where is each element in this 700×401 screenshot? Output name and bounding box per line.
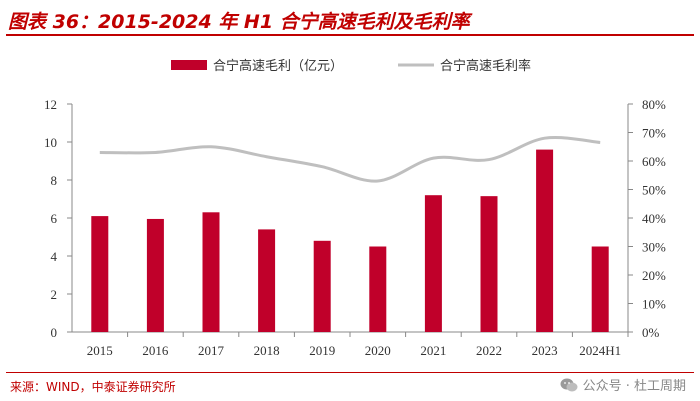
bar-2021 [424, 195, 442, 332]
bar-2015 [91, 216, 109, 332]
margin-line [99, 136, 601, 183]
watermark: 公众号 · 杜工周期 [560, 375, 686, 394]
source-divider [6, 372, 694, 373]
bar-2017 [202, 212, 220, 332]
y-right-tick-label: 60% [642, 154, 666, 169]
bar-2016 [146, 218, 164, 332]
y-right-tick-label: 10% [642, 297, 666, 312]
x-tick-label: 2024H1 [579, 343, 621, 358]
x-tick-label: 2022 [476, 343, 502, 358]
chart-title: 图表 36：2015-2024 年 H1 合宁高速毛利及毛利率 [8, 11, 470, 33]
y-left-tick-label: 10 [44, 135, 57, 150]
x-tick-label: 2016 [142, 343, 169, 358]
source-note: 来源：WIND，中泰证券研究所 [10, 380, 176, 394]
x-tick-label: 2020 [365, 343, 391, 358]
legend-bar-label: 合宁高速毛利（亿元） [213, 58, 343, 74]
y-right-tick-label: 80% [642, 97, 666, 112]
x-tick-label: 2021 [420, 343, 446, 358]
x-tick-label: 2018 [254, 343, 280, 358]
legend-line-label: 合宁高速毛利率 [440, 58, 531, 74]
bar-2024H1 [591, 246, 609, 332]
bar-2018 [258, 229, 276, 332]
chart: 合宁高速毛利（亿元） 合宁高速毛利率 0 2 4 6 8 10 12 0% 10% 20% 30% 40%… [44, 58, 666, 358]
y-right-tick-label: 50% [642, 183, 666, 198]
y-right-tick-label: 20% [642, 268, 666, 283]
x-tick-label: 2023 [532, 343, 558, 358]
y-left-tick-label: 8 [51, 173, 58, 188]
wechat-icon [560, 378, 578, 391]
y-left-tick-label: 2 [51, 287, 58, 302]
bar-2022 [480, 196, 498, 332]
watermark-text: 公众号 · 杜工周期 [582, 379, 686, 394]
bar-2023 [536, 149, 554, 332]
y-right-tick-label: 40% [642, 211, 666, 226]
y-left-tick-label: 4 [51, 249, 58, 264]
y-left-tick-label: 6 [51, 211, 58, 226]
legend-bar-swatch [171, 60, 207, 70]
chart-title-bar: 图表 36：2015-2024 年 H1 合宁高速毛利及毛利率 [6, 4, 694, 36]
y-left-tick-label: 12 [44, 97, 57, 112]
y-left-tick-label: 0 [51, 325, 58, 340]
y-right-tick-label: 0% [642, 325, 660, 340]
y-right-tick-label: 70% [642, 126, 666, 141]
bar-2019 [313, 240, 331, 332]
y-right-tick-label: 30% [642, 240, 666, 255]
x-tick-label: 2019 [309, 343, 335, 358]
bar-2020 [369, 246, 387, 332]
x-tick-label: 2015 [87, 343, 113, 358]
x-tick-label: 2017 [198, 343, 225, 358]
